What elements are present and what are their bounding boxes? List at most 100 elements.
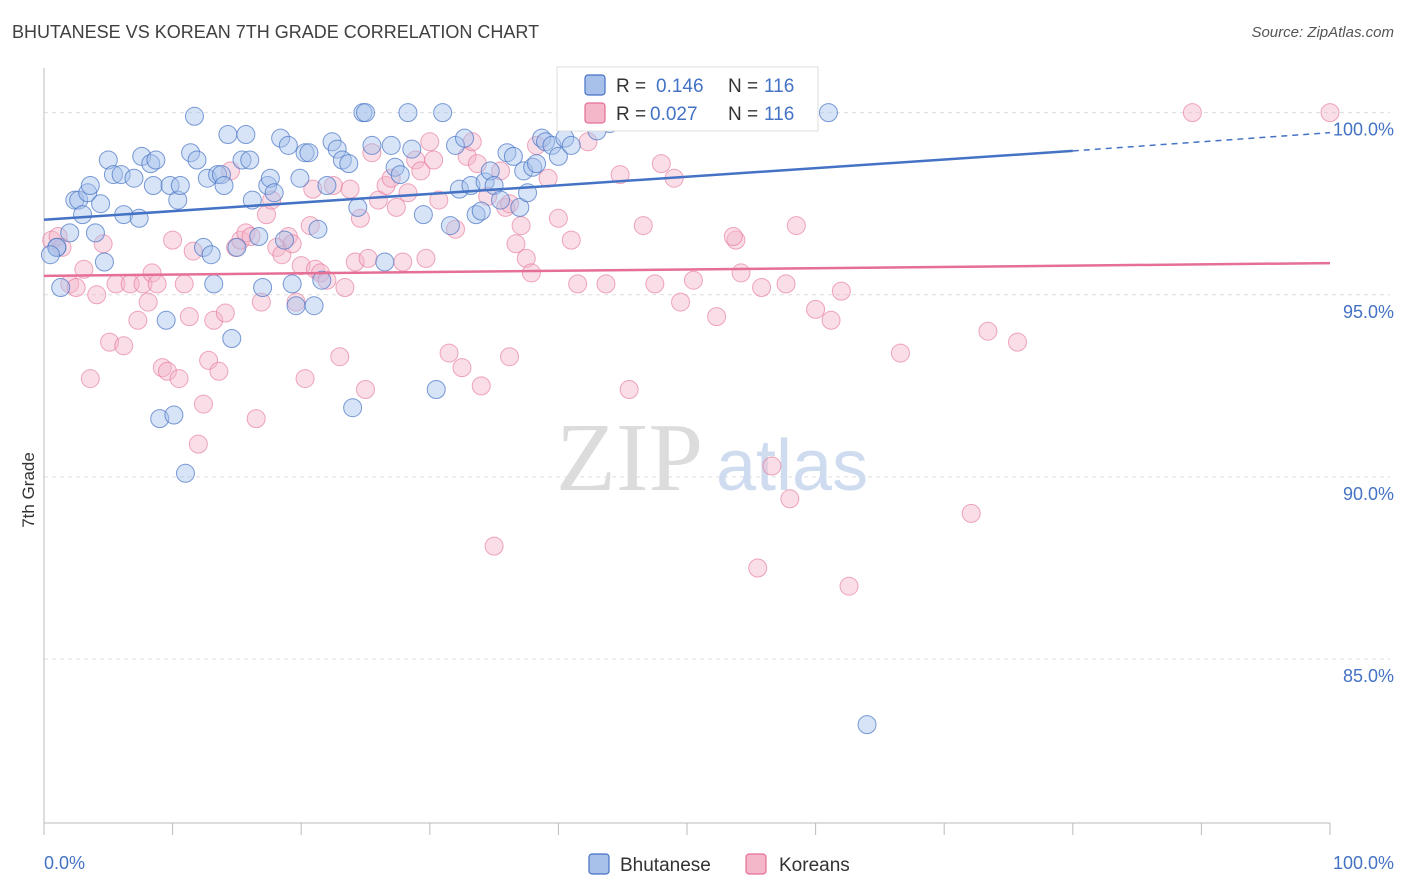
legend-r-label-2: R =: [616, 104, 646, 125]
korean-point: [358, 248, 378, 268]
korean-point: [100, 332, 120, 352]
bhutanese-point: [111, 165, 131, 185]
korean-point: [776, 274, 796, 294]
korean-point: [683, 270, 703, 290]
legend-r-value-1: 0.146: [656, 76, 704, 97]
bhutanese-point: [480, 161, 500, 181]
korean-point: [169, 369, 189, 389]
korean-point: [87, 285, 107, 305]
bhutanese-point: [51, 278, 71, 297]
bhutanese-point: [98, 150, 118, 170]
bhutanese-point: [78, 183, 98, 203]
bhutanese-point: [339, 154, 359, 174]
bhutanese-point: [362, 135, 382, 155]
korean-point: [345, 252, 365, 272]
y-tick-label: 100.0%: [1333, 120, 1394, 140]
bhutanese-point: [232, 150, 252, 170]
bhutanese-point: [390, 165, 410, 185]
korean-point: [726, 230, 746, 250]
korean-point: [839, 576, 859, 596]
korean-point: [446, 219, 466, 239]
korean-point: [561, 230, 581, 250]
korean-point: [174, 274, 194, 294]
bhutanese-point: [40, 245, 60, 265]
bhutanese-point: [214, 176, 234, 195]
korean-point: [246, 409, 266, 429]
korean-point: [610, 165, 630, 185]
bhutanese-point: [381, 135, 401, 155]
bhutanese-point: [527, 154, 547, 174]
bhutanese-point: [402, 139, 422, 159]
bhutanese-point: [523, 157, 543, 177]
bhutanese-point: [466, 205, 486, 225]
korean-points: [42, 103, 1340, 596]
korean-point: [596, 274, 616, 294]
bhutanese-point: [312, 270, 332, 290]
bhutanese-point: [211, 165, 231, 185]
bhutanese-point: [181, 143, 201, 163]
bhutanese-point: [143, 176, 163, 195]
korean-point: [762, 456, 782, 476]
bhutanese-point: [308, 219, 328, 239]
bhutanese-point: [227, 237, 247, 257]
korean-point: [386, 197, 406, 217]
bhutanese-point: [197, 168, 217, 188]
korean-point: [303, 179, 323, 199]
bhutanese-point: [278, 135, 298, 155]
bhutanese-point: [818, 103, 838, 123]
bhutanese-point: [94, 252, 114, 272]
bhutanese-point: [146, 150, 166, 170]
bhutanese-point: [184, 106, 204, 126]
korean-point: [651, 154, 671, 174]
korean-point: [500, 347, 520, 367]
bhutanese-trend-extension: [1072, 131, 1331, 152]
y-axis-title: 7th Grade: [19, 452, 38, 528]
bhutanese-point: [413, 205, 433, 225]
korean-point: [251, 292, 271, 312]
bhutanese-point: [332, 150, 352, 170]
bhutanese-point: [258, 176, 278, 195]
watermark-zip: ZIP: [556, 404, 703, 512]
bhutanese-point: [170, 176, 190, 195]
legend-box: R = 0.146 N = 116 R = 0.027 N = 116: [556, 66, 819, 132]
bhutanese-point: [160, 176, 180, 195]
korean-point: [806, 299, 826, 319]
korean-point: [831, 281, 851, 301]
legend-n-value-1: 116: [764, 76, 794, 97]
korean-point: [786, 216, 806, 236]
korean-point: [209, 361, 229, 381]
korean-point: [1320, 103, 1340, 123]
bhutanese-trend-line: [43, 149, 1073, 221]
bhutanese-point: [375, 252, 395, 272]
korean-point: [707, 307, 727, 327]
bhutanese-point: [141, 154, 161, 174]
bhutanese-point: [304, 296, 324, 316]
bhutanese-point: [290, 168, 310, 188]
bhutanese-point: [561, 135, 581, 155]
korean-point: [671, 292, 691, 312]
bhutanese-point: [264, 183, 284, 203]
korean-point: [978, 321, 998, 341]
korean-point: [961, 503, 981, 523]
bhutanese-point: [249, 227, 269, 246]
bhutanese-point: [168, 190, 188, 210]
bhutanese-point: [536, 132, 556, 152]
korean-point: [416, 248, 436, 268]
korean-point: [731, 263, 751, 283]
x-tick-min: 0.0%: [44, 853, 85, 873]
bhutanese-point: [327, 139, 347, 159]
watermark-atlas: atlas: [716, 426, 868, 506]
bhutanese-point: [253, 278, 273, 297]
korean-point: [633, 216, 653, 236]
korean-point: [215, 303, 235, 323]
korean-point: [1182, 103, 1202, 123]
korean-point: [521, 263, 541, 283]
korean-point: [157, 361, 177, 381]
bottom-legend-koreans: Koreans: [779, 855, 850, 876]
korean-point: [193, 394, 213, 414]
bhutanese-points: [40, 103, 877, 735]
legend-n-value-2: 116: [764, 104, 794, 125]
bhutanese-point: [286, 296, 306, 316]
korean-point: [398, 183, 418, 203]
korean-point: [330, 347, 350, 367]
